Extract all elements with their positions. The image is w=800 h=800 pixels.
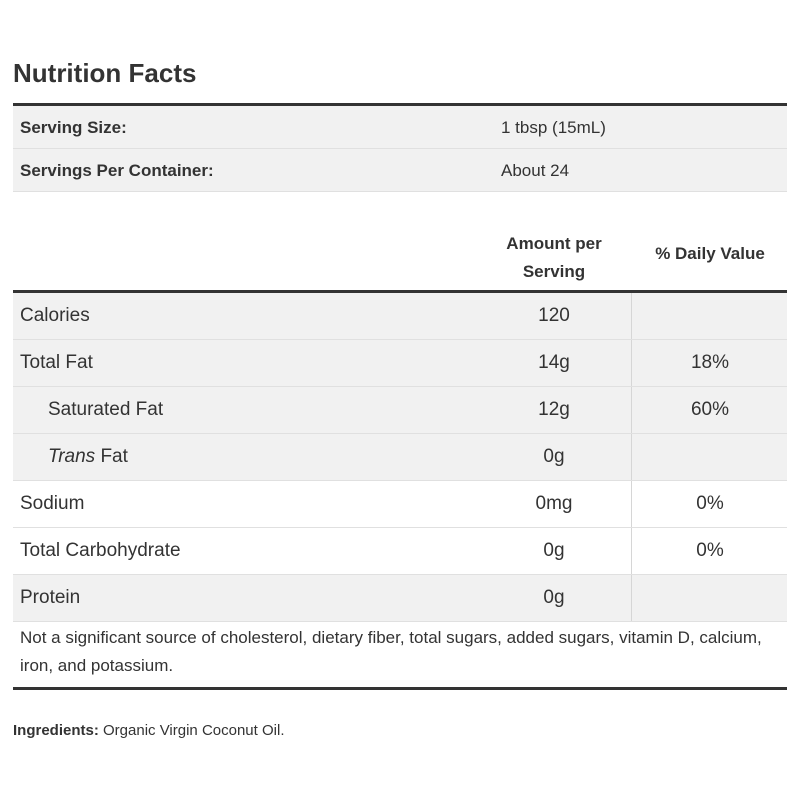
nutrient-amount: 12g — [538, 399, 570, 420]
serving-info: Serving Size: 1 tbsp (15mL) Servings Per… — [13, 106, 787, 192]
nutrient-row-protein: Protein 0g — [13, 575, 787, 622]
nutrient-amount: 0g — [543, 587, 565, 608]
servings-per-container-row: Servings Per Container: About 24 — [13, 149, 787, 192]
nutrient-daily-value: 0% — [696, 493, 724, 514]
nutrient-amount: 14g — [538, 352, 570, 373]
column-divider — [631, 293, 632, 339]
nutrient-label: Trans Fat — [48, 446, 128, 468]
nutrient-daily-value: 18% — [690, 352, 730, 373]
nutrient-table: Calories 120 Total Fat 14g 18% Saturated… — [13, 293, 787, 622]
nutrient-row-saturated-fat: Saturated Fat 12g 60% — [13, 387, 787, 434]
ingredients-value: Organic Virgin Coconut Oil. — [98, 722, 285, 739]
nutrient-amount: 0mg — [535, 493, 573, 514]
nutrient-daily-value: 0% — [696, 540, 724, 561]
nutrient-amount: 0g — [543, 540, 565, 561]
column-divider — [631, 434, 632, 480]
amount-header-line2: Serving — [522, 262, 586, 281]
serving-size-row: Serving Size: 1 tbsp (15mL) — [13, 106, 787, 149]
daily-value-header: % Daily Value — [655, 244, 765, 263]
servings-per-container-value: About 24 — [501, 161, 570, 180]
column-divider — [631, 387, 632, 433]
amount-header-line1: Amount per — [506, 234, 602, 253]
servings-per-container-label: Servings Per Container: — [20, 161, 214, 180]
nutrient-label-rest: Fat — [95, 446, 128, 467]
nutrient-label: Total Carbohydrate — [20, 540, 181, 561]
serving-size-label: Serving Size: — [20, 118, 127, 137]
bottom-divider — [13, 687, 787, 690]
column-divider — [631, 340, 632, 386]
nutrient-row-calories: Calories 120 — [13, 293, 787, 340]
serving-size-value: 1 tbsp (15mL) — [501, 118, 606, 137]
ingredients-label: Ingredients: — [13, 722, 99, 739]
column-divider — [631, 481, 632, 527]
nutrient-row-sodium: Sodium 0mg 0% — [13, 481, 787, 528]
nutrient-amount: 0g — [543, 446, 565, 467]
nutrient-amount: 120 — [538, 305, 570, 326]
nutrient-label: Total Fat — [20, 352, 93, 373]
header-divider — [13, 290, 787, 293]
column-divider — [631, 575, 632, 621]
ingredients: Ingredients: Organic Virgin Coconut Oil. — [13, 722, 284, 739]
top-divider — [13, 103, 787, 106]
nutrient-label: Protein — [20, 587, 81, 608]
footnote: Not a significant source of cholesterol,… — [20, 628, 762, 675]
nutrient-row-total-carbohydrate: Total Carbohydrate 0g 0% — [13, 528, 787, 575]
nutrient-label: Saturated Fat — [48, 399, 164, 420]
nutrient-row-total-fat: Total Fat 14g 18% — [13, 340, 787, 387]
nutrient-row-trans-fat: Trans Fat 0g — [13, 434, 787, 481]
nutrient-label: Sodium — [20, 493, 85, 514]
column-divider — [631, 528, 632, 574]
nutrient-daily-value: 60% — [690, 399, 730, 420]
nutrient-label-italic: Trans — [48, 446, 96, 467]
page-title: Nutrition Facts — [13, 58, 197, 88]
nutrient-table-header: Amount per Serving % Daily Value — [13, 225, 787, 289]
amount-per-serving-header: Amount per Serving — [483, 230, 625, 286]
nutrient-label: Calories — [20, 305, 90, 326]
